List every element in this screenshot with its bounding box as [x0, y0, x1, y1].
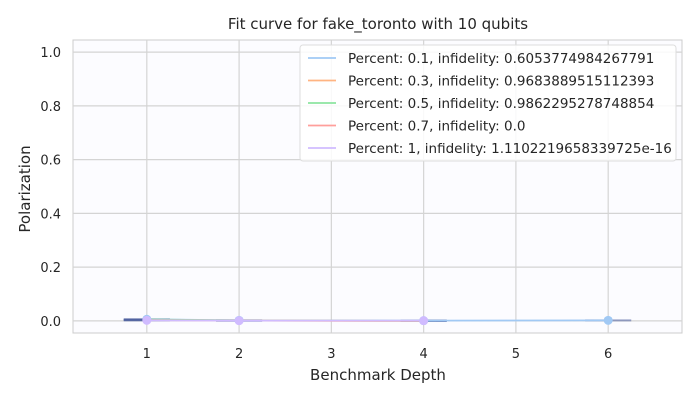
y-axis-label: Polarization — [16, 145, 34, 232]
x-tick-label: 4 — [419, 347, 427, 362]
y-tick-label: 0.6 — [40, 154, 61, 169]
x-axis-label: Benchmark Depth — [310, 366, 446, 384]
legend-label: Percent: 0.1, infidelity: 0.605377498426… — [348, 51, 654, 67]
legend-label: Percent: 0.5, infidelity: 0.986229527874… — [348, 96, 654, 112]
x-tick-label: 1 — [143, 347, 151, 362]
y-tick-label: 0.2 — [40, 261, 61, 276]
y-tick-label: 1.0 — [40, 46, 61, 61]
x-tick-label: 6 — [604, 347, 612, 362]
legend: Percent: 0.1, infidelity: 0.605377498426… — [299, 44, 677, 162]
y-tick-label: 0.0 — [40, 315, 61, 330]
data-point — [142, 315, 152, 325]
legend-label: Percent: 1, infidelity: 1.11022196583397… — [348, 141, 672, 157]
x-tick-label: 3 — [327, 347, 335, 362]
chart-title: Fit curve for fake_toronto with 10 qubit… — [228, 15, 528, 34]
data-point — [234, 316, 244, 326]
y-tick-label: 0.4 — [40, 207, 61, 222]
legend-box — [299, 44, 677, 162]
data-point — [603, 315, 613, 325]
legend-label: Percent: 0.3, infidelity: 0.968388951511… — [348, 74, 654, 90]
y-axis-ticks: 0.0 0.2 0.4 0.6 0.8 1.0 — [40, 46, 61, 330]
series-markers — [142, 314, 613, 326]
data-point — [419, 316, 429, 326]
legend-label: Percent: 0.7, infidelity: 0.0 — [348, 119, 525, 135]
x-tick-label: 5 — [512, 347, 520, 362]
x-axis-ticks: 1 2 3 4 5 6 — [143, 347, 613, 362]
x-tick-label: 2 — [235, 347, 243, 362]
y-tick-label: 0.8 — [40, 100, 61, 115]
